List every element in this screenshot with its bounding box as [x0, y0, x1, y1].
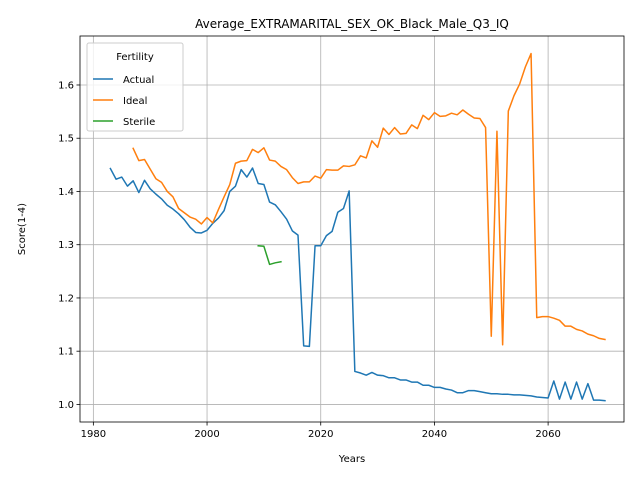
- plot-frame: [79, 35, 625, 423]
- axis-ticks: 1980 2000 2020 2040 2060 1.0 1.1 1.2 1.3 1.4 1.5 1.…: [58, 80, 561, 440]
- y-tick-label: 1.2: [58, 293, 74, 304]
- legend-title: Fertility: [116, 52, 154, 63]
- x-tick-label: 1980: [81, 429, 106, 440]
- series-line-actual: [109, 167, 606, 402]
- y-tick-label: 1.5: [58, 134, 74, 145]
- y-tick-label: 1.1: [58, 347, 74, 358]
- series-line-sterile: [257, 244, 282, 266]
- y-tick-label: 1.3: [58, 240, 74, 251]
- y-tick-label: 1.4: [58, 187, 74, 198]
- legend-box: [86, 42, 184, 132]
- legend-label-actual: Actual: [123, 75, 154, 86]
- x-axis-title: Years: [338, 454, 365, 465]
- chart-title: Average_EXTRAMARITAL_SEX_OK_Black_Male_Q…: [195, 17, 509, 31]
- y-tick-label: 1.0: [58, 400, 74, 411]
- y-tick-label: 1.6: [58, 80, 74, 91]
- series-lines: [109, 52, 606, 402]
- y-axis-title: Score(1-4): [17, 203, 28, 255]
- legend-items: Actual Ideal Sterile: [93, 75, 155, 128]
- x-tick-label: 2000: [194, 429, 219, 440]
- series-line-ideal: [132, 52, 606, 346]
- legend-label-sterile: Sterile: [123, 117, 155, 128]
- legend-label-ideal: Ideal: [123, 96, 147, 107]
- legend: Fertility Actual Ideal Sterile: [86, 42, 184, 132]
- x-tick-label: 2040: [422, 429, 447, 440]
- x-tick-label: 2060: [535, 429, 560, 440]
- x-tick-label: 2020: [308, 429, 333, 440]
